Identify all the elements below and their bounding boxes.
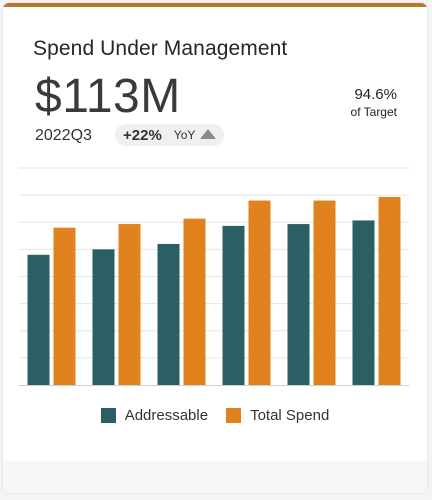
target-label: of Target: [350, 105, 397, 119]
yoy-label: YoY: [173, 128, 196, 142]
bar-total-spend[interactable]: [118, 224, 141, 385]
bar-addressable[interactable]: [157, 243, 180, 385]
bar-total-spend[interactable]: [313, 200, 336, 385]
chart-legend: Addressable Total Spend: [3, 407, 427, 424]
bar-total-spend[interactable]: [378, 196, 401, 385]
target-value: 94.6%: [354, 86, 397, 103]
card-footer: [3, 461, 427, 493]
legend-item-total-spend[interactable]: Total Spend: [226, 407, 329, 424]
bar-total-spend[interactable]: [248, 200, 271, 385]
bar-addressable[interactable]: [222, 225, 245, 385]
bar-addressable[interactable]: [352, 220, 375, 385]
spend-card: Spend Under Management $113M 2022Q3 +22%…: [3, 3, 427, 493]
yoy-change: +22%: [123, 126, 162, 144]
bar-addressable[interactable]: [92, 249, 115, 385]
card-title: Spend Under Management: [33, 37, 288, 60]
legend-label-total-spend: Total Spend: [250, 407, 330, 424]
target-block: 94.6% of Target: [351, 86, 397, 119]
period-label: 2022Q3: [35, 127, 92, 144]
yoy-badge: +22% YoY: [115, 124, 225, 146]
kpi-value: $113M: [35, 70, 181, 123]
bar-addressable[interactable]: [287, 224, 310, 385]
legend-label-addressable: Addressable: [124, 407, 209, 424]
triangle-up-icon: [200, 129, 217, 139]
legend-swatch-total-spend: [226, 408, 242, 423]
bar-chart: [19, 167, 409, 386]
bar-addressable[interactable]: [27, 254, 50, 385]
bar-total-spend[interactable]: [183, 218, 206, 385]
card-accent-bar: [3, 3, 427, 7]
legend-item-addressable[interactable]: Addressable: [100, 407, 209, 424]
legend-swatch-addressable: [100, 408, 116, 423]
bar-total-spend[interactable]: [53, 227, 76, 385]
